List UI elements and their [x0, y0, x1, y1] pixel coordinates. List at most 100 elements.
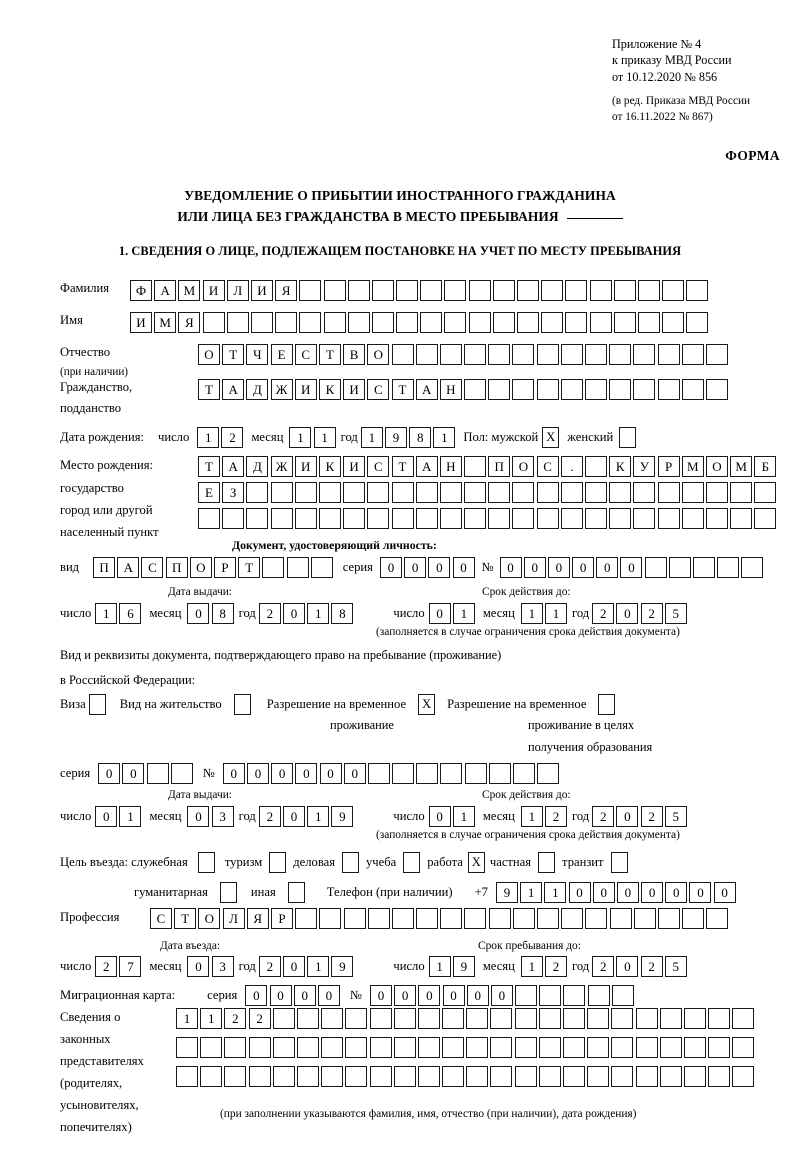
cell[interactable]: 0	[369, 985, 392, 1006]
cell[interactable]	[417, 1066, 440, 1087]
cell[interactable]	[321, 1066, 344, 1087]
cell[interactable]: 0	[187, 603, 210, 624]
cell[interactable]	[662, 280, 685, 301]
cell[interactable]: 1	[545, 603, 568, 624]
reps-cells-2[interactable]	[176, 1037, 755, 1058]
cell[interactable]	[565, 312, 588, 333]
cell[interactable]	[705, 482, 728, 503]
cell[interactable]: З	[222, 482, 245, 503]
cell[interactable]: Н	[439, 379, 462, 400]
cell[interactable]	[708, 1037, 731, 1058]
cell[interactable]: О	[189, 557, 212, 578]
cell[interactable]: 5	[664, 806, 687, 827]
cell[interactable]	[536, 344, 559, 365]
cell[interactable]: Е	[198, 482, 220, 503]
cell[interactable]: У	[633, 456, 656, 477]
cell[interactable]	[439, 482, 462, 503]
cell[interactable]	[513, 763, 536, 784]
cell[interactable]	[560, 482, 583, 503]
cell[interactable]: 2	[258, 603, 281, 624]
cell[interactable]	[202, 312, 225, 333]
cell[interactable]	[488, 763, 511, 784]
cell[interactable]	[415, 482, 438, 503]
cell[interactable]	[589, 312, 612, 333]
cell[interactable]	[492, 312, 515, 333]
cell[interactable]	[417, 1037, 440, 1058]
cell[interactable]: 0	[428, 557, 451, 578]
cell[interactable]	[466, 1037, 489, 1058]
cell[interactable]: А	[154, 280, 177, 301]
cell[interactable]	[369, 1037, 392, 1058]
cell[interactable]	[321, 1008, 344, 1029]
cell[interactable]: 9	[452, 956, 475, 977]
cell[interactable]	[538, 1066, 561, 1087]
cell[interactable]: 0	[394, 985, 417, 1006]
cell[interactable]: Д	[246, 379, 269, 400]
cell[interactable]	[391, 508, 414, 529]
cell[interactable]: Ч	[246, 344, 269, 365]
cell[interactable]	[391, 344, 414, 365]
cell[interactable]: 0	[98, 763, 121, 784]
cell[interactable]	[176, 1037, 198, 1058]
cell[interactable]	[681, 508, 704, 529]
cell[interactable]	[295, 908, 318, 929]
cell[interactable]: 9	[331, 806, 354, 827]
cell[interactable]: Я	[246, 908, 269, 929]
cell[interactable]	[585, 508, 607, 529]
cell[interactable]	[754, 508, 777, 529]
cell[interactable]: И	[343, 456, 366, 477]
cell[interactable]: 2	[640, 603, 663, 624]
cell[interactable]: С	[294, 344, 317, 365]
cell[interactable]	[392, 763, 415, 784]
cell[interactable]: 1	[360, 427, 383, 448]
cell[interactable]: 2	[95, 956, 118, 977]
cell[interactable]	[488, 508, 511, 529]
cell[interactable]	[560, 344, 583, 365]
cell[interactable]	[444, 280, 467, 301]
cell[interactable]: Л	[226, 280, 249, 301]
cell[interactable]	[488, 908, 511, 929]
cell[interactable]	[464, 456, 487, 477]
cell[interactable]: Т	[198, 379, 220, 400]
cell[interactable]	[741, 557, 764, 578]
cell[interactable]	[585, 456, 607, 477]
cell[interactable]	[708, 1008, 731, 1029]
cell[interactable]: Т	[222, 344, 245, 365]
cell[interactable]: И	[130, 312, 152, 333]
cell[interactable]	[609, 908, 632, 929]
cell[interactable]: 0	[222, 763, 245, 784]
cell[interactable]	[537, 763, 560, 784]
cell[interactable]	[198, 508, 220, 529]
cell[interactable]: Е	[270, 344, 293, 365]
cell[interactable]	[659, 1066, 682, 1087]
cell[interactable]: В	[343, 344, 366, 365]
cell[interactable]: 1	[176, 1008, 198, 1029]
cell[interactable]	[250, 312, 273, 333]
cell[interactable]: 0	[616, 882, 639, 903]
cell[interactable]: 0	[269, 985, 292, 1006]
cell[interactable]	[224, 1066, 247, 1087]
cell[interactable]: 1	[119, 806, 142, 827]
cell[interactable]: 8	[211, 603, 234, 624]
cell[interactable]	[318, 482, 341, 503]
cell[interactable]	[517, 280, 539, 301]
cell[interactable]: М	[154, 312, 177, 333]
cell[interactable]	[466, 1008, 489, 1029]
cell[interactable]	[464, 908, 487, 929]
cell[interactable]: 1	[200, 1008, 223, 1029]
purpose-humanitarian-checkbox[interactable]	[219, 882, 237, 903]
cell[interactable]	[323, 280, 346, 301]
cell[interactable]	[686, 280, 709, 301]
temp-res-checkbox[interactable]: X	[418, 694, 436, 715]
cell[interactable]: Т	[391, 379, 414, 400]
cell[interactable]: 0	[283, 603, 306, 624]
cell[interactable]	[560, 508, 583, 529]
cell[interactable]: 8	[409, 427, 432, 448]
cell[interactable]	[633, 344, 656, 365]
cell[interactable]: 0	[689, 882, 712, 903]
